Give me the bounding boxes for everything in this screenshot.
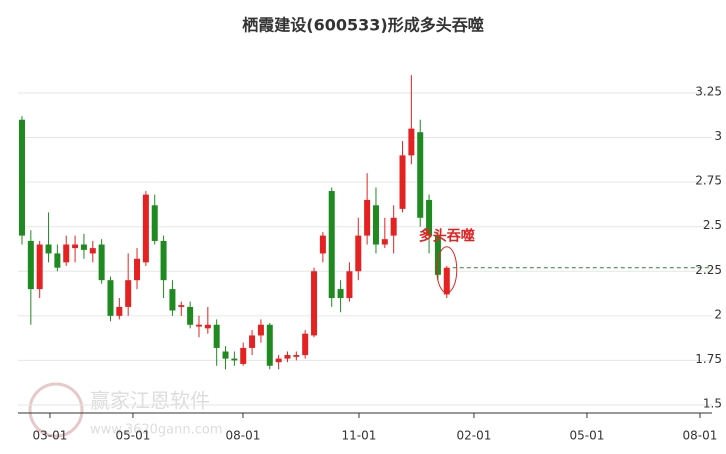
candle-body	[311, 271, 318, 336]
candle-body	[372, 205, 379, 245]
y-tick-label: 3.25	[695, 84, 722, 98]
x-tick-label: 08-01	[226, 429, 261, 443]
x-tick-label: 11-01	[342, 429, 377, 443]
y-tick-label: 1.75	[695, 352, 722, 366]
candle-body	[399, 155, 406, 209]
candle-body	[434, 235, 441, 275]
candle-body	[134, 258, 141, 281]
candle-body	[54, 253, 61, 268]
candle-body	[213, 324, 220, 348]
candle-body	[328, 191, 335, 299]
candle-body	[222, 351, 229, 359]
candle-body	[18, 119, 25, 236]
candle-body	[266, 324, 273, 366]
candle-body	[240, 347, 247, 364]
candle-body	[204, 324, 211, 329]
candle-body	[72, 244, 79, 249]
candle-body	[142, 194, 149, 263]
candle-body	[408, 128, 415, 156]
candle-body	[257, 324, 264, 336]
candle-body	[187, 306, 194, 325]
y-tick-label: 2	[714, 307, 722, 321]
candle-body	[63, 244, 70, 263]
candle-body	[275, 358, 282, 363]
candle-body	[364, 199, 371, 236]
candle-body	[27, 240, 34, 290]
candle-body	[249, 335, 256, 348]
candle-body	[151, 205, 158, 241]
y-tick-label: 2.5	[703, 218, 722, 232]
candle-body	[160, 240, 167, 281]
watermark-logo	[28, 382, 84, 438]
candle-body	[98, 244, 105, 281]
candle-body	[195, 324, 202, 327]
y-tick-label: 1.5	[703, 396, 722, 410]
annotation: 多头吞噬	[419, 228, 475, 245]
x-tick-label: 05-01	[116, 429, 151, 443]
candle-body	[125, 280, 132, 307]
x-tick-label: 02-01	[457, 429, 492, 443]
candle-body	[337, 289, 344, 299]
x-tick-label: 03-01	[33, 429, 68, 443]
candle-body	[89, 248, 96, 254]
x-tick-label: 08-01	[683, 429, 718, 443]
candle-body	[293, 355, 300, 357]
candle-body	[80, 244, 87, 250]
watermark-url: www.3620gann.com	[90, 423, 223, 438]
y-tick-label: 2.75	[695, 174, 722, 188]
candle-body	[417, 132, 424, 218]
candle-body	[231, 358, 238, 361]
y-tick-label: 3	[714, 129, 722, 143]
candle-body	[169, 289, 176, 311]
candle-body	[107, 280, 114, 316]
candle-body	[116, 306, 123, 316]
candle-body	[443, 267, 450, 295]
y-tick-label: 2.25	[695, 263, 722, 277]
candle-body	[355, 235, 362, 272]
watermark: 赢家江恩软件	[90, 389, 210, 413]
candle-body	[284, 355, 291, 359]
x-tick-label: 05-01	[570, 429, 605, 443]
candle-body	[426, 199, 433, 236]
chart-title: 栖霞建设(600533)形成多头吞噬	[242, 16, 483, 35]
highlight	[436, 246, 458, 294]
candle-body	[346, 271, 353, 299]
candle-body	[390, 217, 397, 236]
candle-body	[319, 235, 326, 254]
candle-body	[381, 239, 388, 245]
candle-body	[36, 244, 43, 290]
candle-body	[302, 333, 309, 356]
candle-body	[178, 305, 185, 307]
candle-body	[45, 244, 52, 254]
